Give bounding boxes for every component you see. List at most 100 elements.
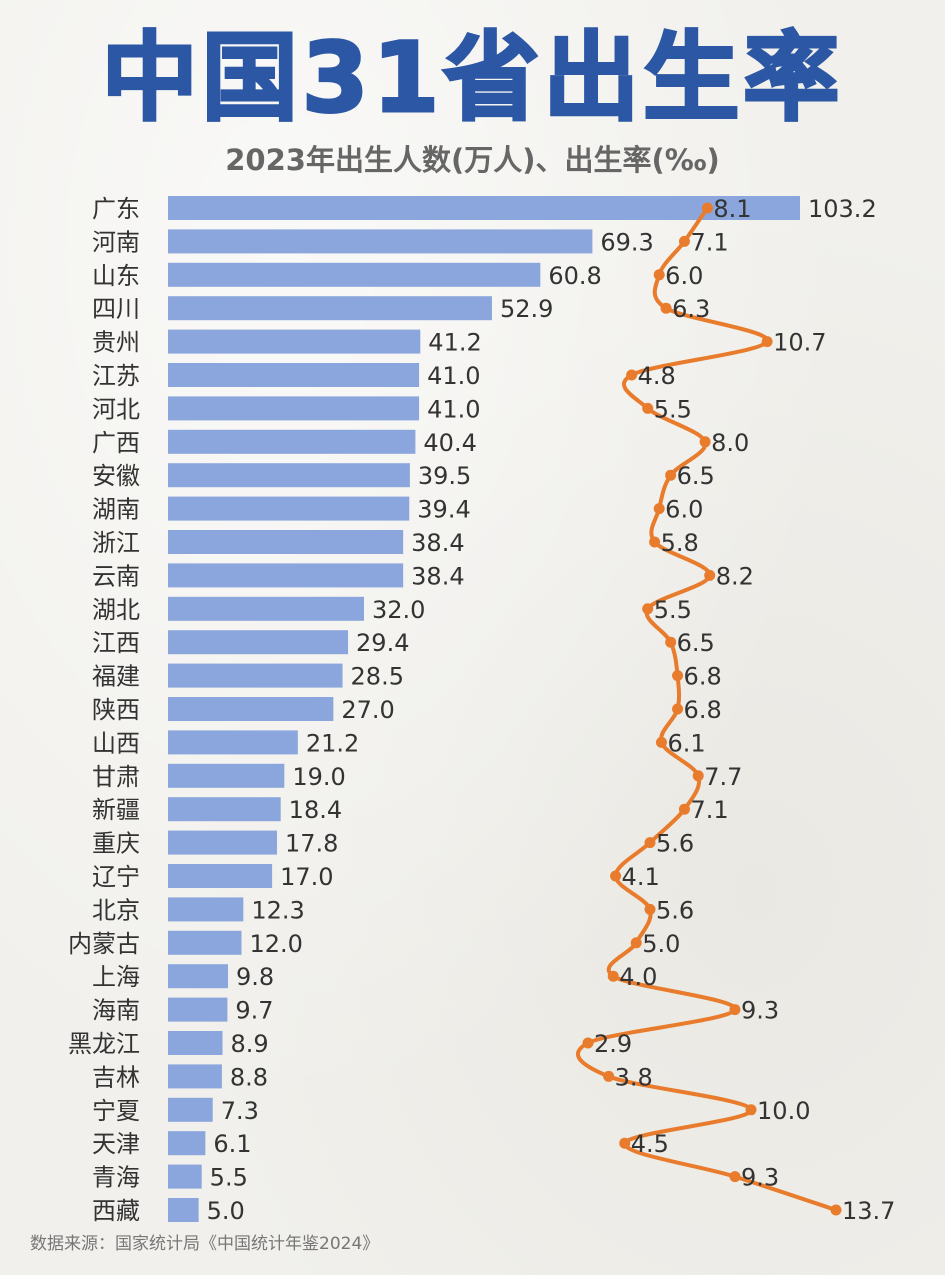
bar-value-label: 6.1 <box>213 1130 251 1158</box>
category-label: 广西 <box>92 429 140 457</box>
birth-rate-label: 7.1 <box>690 228 728 256</box>
bar <box>168 1131 206 1156</box>
birth-rate-point <box>630 937 642 949</box>
category-label: 河南 <box>92 228 140 256</box>
bar <box>168 663 343 688</box>
birth-rate-point <box>607 970 619 982</box>
bar <box>168 897 244 922</box>
bar-value-label: 8.9 <box>231 1030 269 1058</box>
bar-value-label: 28.5 <box>351 663 404 691</box>
bar <box>168 1198 199 1222</box>
bar-value-label: 9.7 <box>235 997 273 1025</box>
birth-rate-label: 9.3 <box>741 997 779 1025</box>
bar-value-label: 17.0 <box>280 863 333 891</box>
bar <box>168 864 273 888</box>
category-label: 甘肃 <box>92 763 140 791</box>
bar <box>168 997 228 1022</box>
category-label: 重庆 <box>92 830 140 858</box>
bar-value-label: 38.4 <box>411 562 464 590</box>
bar-value-label: 27.0 <box>341 696 394 724</box>
bar <box>168 363 420 387</box>
birth-rate-point <box>704 569 716 581</box>
birth-rate-point <box>830 1204 842 1216</box>
birth-rate-label: 8.0 <box>711 429 749 457</box>
bar-value-label: 19.0 <box>292 763 345 791</box>
bar <box>168 563 404 588</box>
bar <box>168 964 229 989</box>
bar <box>168 296 492 321</box>
birth-rate-label: 13.7 <box>842 1197 895 1225</box>
category-label: 浙江 <box>92 529 140 557</box>
birth-rate-point <box>653 503 665 515</box>
bar-value-label: 39.5 <box>418 462 471 490</box>
birth-rate-point <box>665 469 677 481</box>
bar <box>168 797 281 822</box>
category-label: 北京 <box>92 896 140 924</box>
bar <box>168 697 334 721</box>
birth-rate-label: 10.7 <box>773 329 826 357</box>
bar-value-label: 40.4 <box>423 429 476 457</box>
birth-rate-point <box>649 536 661 548</box>
birth-rate-point <box>678 235 690 247</box>
bar-value-label: 38.4 <box>411 529 464 557</box>
birth-rate-point <box>729 1171 741 1183</box>
birth-rate-point <box>642 603 654 615</box>
birth-rate-point <box>745 1104 757 1116</box>
category-label: 宁夏 <box>92 1097 140 1125</box>
bar-value-label: 60.8 <box>548 262 601 290</box>
bar <box>168 730 298 755</box>
birth-rate-label: 5.5 <box>654 395 692 423</box>
bar <box>168 229 593 254</box>
bar-value-label: 41.2 <box>428 329 481 357</box>
bar <box>168 1064 222 1089</box>
bar-value-label: 5.5 <box>210 1164 248 1192</box>
bar-value-label: 5.0 <box>207 1197 245 1225</box>
bar-value-label: 29.4 <box>356 629 409 657</box>
category-label: 山西 <box>92 729 140 757</box>
bar <box>168 763 285 788</box>
category-label: 陕西 <box>92 696 140 724</box>
birth-rate-point <box>619 1137 631 1149</box>
bar <box>168 1031 223 1055</box>
birth-rate-point <box>603 1070 615 1082</box>
category-label: 新疆 <box>92 796 140 824</box>
birth-rate-point <box>729 1004 741 1016</box>
bar-value-label: 7.3 <box>221 1097 259 1125</box>
birth-rate-point <box>701 202 713 214</box>
birth-rate-point <box>672 703 684 715</box>
birth-rate-label: 4.8 <box>638 362 676 390</box>
bar-value-label: 8.8 <box>230 1063 268 1091</box>
birth-rate-point <box>678 803 690 815</box>
bar <box>168 329 421 354</box>
category-label: 天津 <box>92 1130 140 1158</box>
bar-value-label: 69.3 <box>600 228 653 256</box>
bar-value-label: 52.9 <box>500 295 553 323</box>
bar-value-label: 39.4 <box>417 496 470 524</box>
data-source-note: 数据来源：国家统计局《中国统计年鉴2024》 <box>30 1234 380 1254</box>
bar <box>168 496 410 521</box>
bar-value-label: 21.2 <box>306 729 359 757</box>
birth-rate-label: 4.1 <box>622 863 660 891</box>
birth-rate-label: 6.8 <box>684 696 722 724</box>
bar-value-label: 41.0 <box>427 395 480 423</box>
category-label: 江西 <box>92 629 140 657</box>
birth-rate-label: 6.5 <box>677 629 715 657</box>
birth-rate-point <box>653 269 665 281</box>
birth-rate-label: 9.3 <box>741 1164 779 1192</box>
birth-rate-label: 6.5 <box>677 462 715 490</box>
bar-value-label: 17.8 <box>285 830 338 858</box>
birth-rate-label: 6.8 <box>684 663 722 691</box>
category-label: 黑龙江 <box>68 1030 140 1058</box>
category-label: 福建 <box>92 663 140 691</box>
birth-rate-label: 6.0 <box>665 262 703 290</box>
birth-rate-label: 5.6 <box>656 830 694 858</box>
birth-rate-label: 8.2 <box>716 562 754 590</box>
category-label: 江苏 <box>92 362 140 390</box>
bar <box>168 530 404 554</box>
birth-rate-label: 7.1 <box>690 796 728 824</box>
bar <box>168 930 242 955</box>
birth-rate-point <box>642 402 654 414</box>
bar <box>168 463 410 488</box>
birth-rate-label: 6.0 <box>665 496 703 524</box>
